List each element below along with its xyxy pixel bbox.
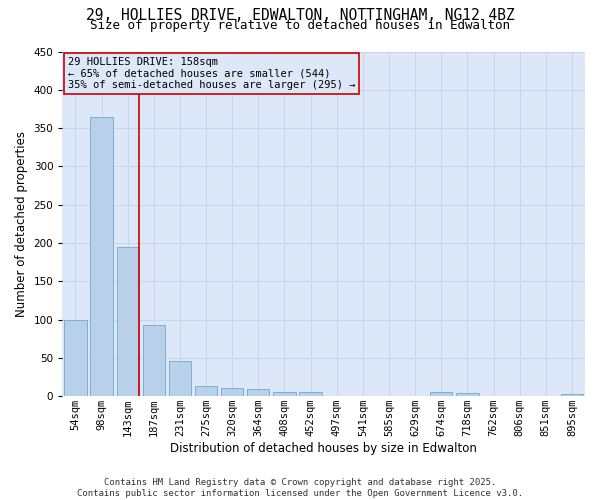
Bar [169, 361, 191, 396]
Text: 29 HOLLIES DRIVE: 158sqm
← 65% of detached houses are smaller (544)
35% of semi-: 29 HOLLIES DRIVE: 158sqm ← 65% of detach… [68, 56, 355, 90]
Bar [299, 392, 322, 396]
Bar [456, 393, 479, 396]
Bar [64, 320, 86, 396]
Bar [274, 392, 296, 396]
X-axis label: Distribution of detached houses by size in Edwalton: Distribution of detached houses by size … [170, 442, 477, 455]
Y-axis label: Number of detached properties: Number of detached properties [15, 131, 28, 317]
Bar [195, 386, 217, 396]
Text: Contains HM Land Registry data © Crown copyright and database right 2025.
Contai: Contains HM Land Registry data © Crown c… [77, 478, 523, 498]
Bar [221, 388, 244, 396]
Bar [143, 325, 165, 396]
Bar [116, 247, 139, 396]
Text: 29, HOLLIES DRIVE, EDWALTON, NOTTINGHAM, NG12 4BZ: 29, HOLLIES DRIVE, EDWALTON, NOTTINGHAM,… [86, 8, 514, 22]
Text: Size of property relative to detached houses in Edwalton: Size of property relative to detached ho… [90, 19, 510, 32]
Bar [247, 388, 269, 396]
Bar [91, 116, 113, 396]
Bar [430, 392, 452, 396]
Bar [561, 394, 583, 396]
